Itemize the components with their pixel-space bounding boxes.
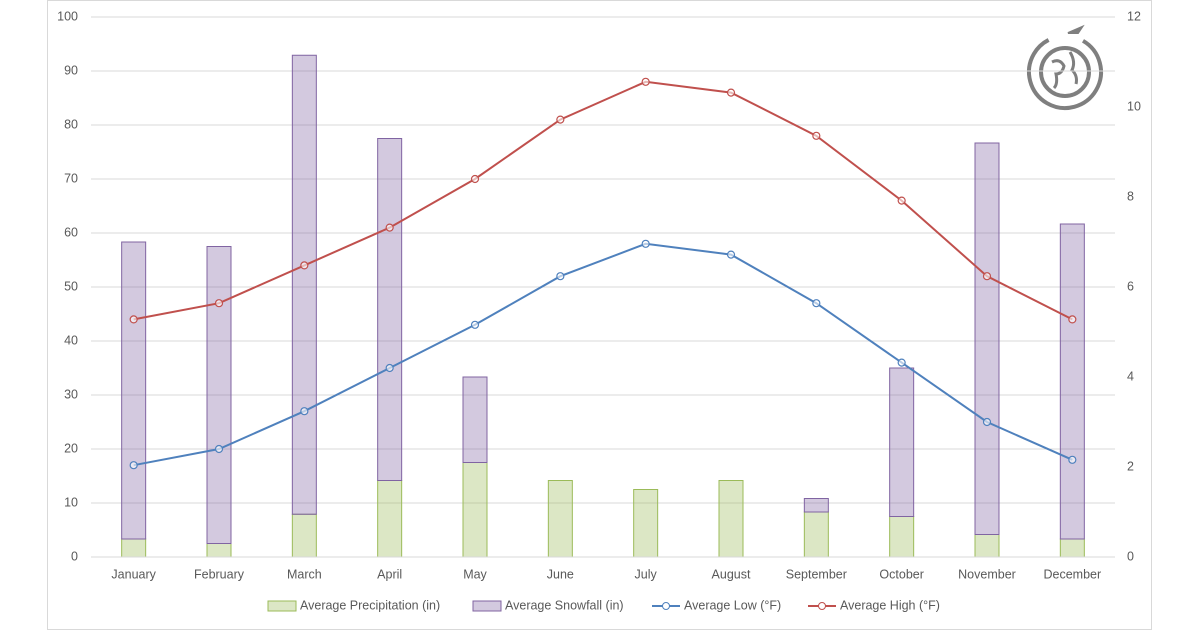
y-tick-label: 80 bbox=[64, 117, 78, 131]
marker bbox=[556, 115, 565, 124]
y-tick-label: 10 bbox=[64, 495, 78, 509]
y-tick-label: 70 bbox=[64, 171, 78, 185]
y2-tick-label: 12 bbox=[1127, 9, 1141, 23]
marker bbox=[129, 315, 138, 324]
marker bbox=[129, 461, 138, 470]
bar bbox=[974, 534, 1000, 558]
bar bbox=[889, 367, 915, 517]
bar bbox=[462, 376, 488, 463]
legend-swatch bbox=[267, 600, 297, 612]
bar bbox=[206, 543, 232, 558]
x-tick-label: March bbox=[287, 567, 322, 581]
legend-label: Average Low (°F) bbox=[684, 598, 781, 612]
marker bbox=[300, 261, 309, 270]
marker bbox=[641, 239, 650, 248]
bar bbox=[462, 462, 488, 558]
marker bbox=[982, 272, 992, 281]
y-tick-label: 50 bbox=[64, 279, 78, 293]
marker bbox=[726, 88, 736, 97]
marker bbox=[214, 444, 224, 454]
marker bbox=[897, 358, 906, 367]
y-tick-label: 20 bbox=[64, 441, 78, 455]
marker bbox=[385, 223, 394, 232]
bar bbox=[1059, 538, 1085, 558]
x-tick-label: February bbox=[194, 567, 245, 581]
bar bbox=[718, 480, 744, 558]
marker bbox=[897, 196, 906, 205]
y2-tick-label: 4 bbox=[1127, 369, 1134, 383]
bar bbox=[206, 246, 232, 544]
x-tick-label: January bbox=[111, 567, 156, 581]
marker bbox=[556, 272, 565, 281]
legend-swatch bbox=[472, 600, 502, 612]
y-tick-label: 100 bbox=[57, 9, 78, 23]
bar bbox=[291, 54, 317, 515]
bar bbox=[547, 480, 573, 558]
x-tick-label: September bbox=[786, 567, 847, 581]
y2-tick-label: 8 bbox=[1127, 189, 1134, 203]
y2-tick-label: 2 bbox=[1127, 459, 1134, 473]
y2-tick-label: 6 bbox=[1127, 279, 1134, 293]
marker bbox=[812, 131, 821, 140]
bar bbox=[803, 511, 829, 558]
y-tick-label: 30 bbox=[64, 387, 78, 401]
marker bbox=[470, 174, 480, 184]
legend-label: Average Snowfall (in) bbox=[505, 598, 624, 612]
line bbox=[133, 242, 1073, 467]
bar bbox=[1059, 223, 1085, 540]
y-tick-label: 40 bbox=[64, 333, 78, 347]
legend-label: Average High (°F) bbox=[840, 598, 940, 612]
legend-label: Average Precipitation (in) bbox=[300, 598, 440, 612]
bar bbox=[377, 138, 403, 481]
marker bbox=[1068, 315, 1077, 324]
marker bbox=[812, 299, 821, 308]
bar bbox=[974, 142, 1000, 535]
bar bbox=[803, 498, 829, 513]
x-tick-label: May bbox=[463, 567, 487, 581]
bar bbox=[121, 241, 147, 540]
x-tick-label: December bbox=[1043, 567, 1101, 581]
y-tick-label: 60 bbox=[64, 225, 78, 239]
marker bbox=[982, 417, 992, 427]
legend-marker bbox=[662, 602, 670, 610]
marker bbox=[726, 250, 736, 259]
marker bbox=[385, 363, 394, 373]
x-tick-label: June bbox=[547, 567, 574, 581]
x-tick-label: July bbox=[635, 567, 658, 581]
y2-tick-label: 10 bbox=[1127, 99, 1141, 113]
bar bbox=[633, 489, 659, 558]
y-tick-label: 90 bbox=[64, 63, 78, 77]
x-tick-label: October bbox=[879, 567, 923, 581]
bar bbox=[291, 513, 317, 558]
line bbox=[133, 80, 1073, 321]
marker bbox=[641, 77, 650, 86]
marker bbox=[1068, 455, 1077, 464]
x-tick-label: August bbox=[712, 567, 751, 581]
legend-marker bbox=[818, 602, 826, 610]
y2-tick-label: 0 bbox=[1127, 549, 1134, 563]
bar bbox=[121, 538, 147, 558]
marker bbox=[300, 407, 309, 416]
marker bbox=[470, 320, 480, 329]
bar bbox=[377, 480, 403, 558]
y-tick-label: 0 bbox=[71, 549, 78, 563]
marker bbox=[214, 299, 224, 308]
x-tick-label: April bbox=[377, 567, 402, 581]
logo bbox=[1027, 24, 1103, 110]
x-tick-label: November bbox=[958, 567, 1016, 581]
bar bbox=[889, 516, 915, 558]
